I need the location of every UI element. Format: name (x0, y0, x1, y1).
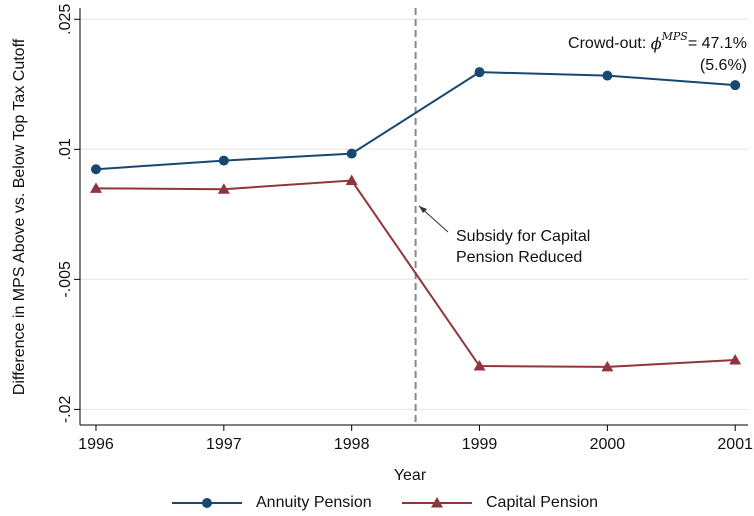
y-tick-label: -.02 (57, 396, 74, 424)
marker (202, 498, 212, 508)
y-axis-title: Difference in MPS Above vs. Below Top Ta… (11, 38, 28, 395)
x-axis-title: Year (394, 467, 427, 484)
legend-item: Annuity Pension (172, 494, 372, 511)
legend-label: Annuity Pension (256, 494, 372, 511)
x-tick-label: 2000 (590, 436, 626, 453)
y-tick-label: .025 (57, 4, 74, 35)
x-tick-label: 1996 (78, 436, 114, 453)
marker (90, 164, 101, 175)
marker (218, 155, 229, 166)
x-tick-label: 1999 (462, 436, 498, 453)
annotation-arrowhead (419, 206, 427, 213)
annotation: Pension Reduced (456, 249, 582, 266)
x-tick-label: 1998 (334, 436, 370, 453)
marker (729, 353, 742, 365)
marker (474, 67, 485, 78)
y-tick-label: .01 (57, 138, 74, 160)
crowd-out-se: (5.6%) (700, 57, 747, 74)
y-tick-label: -.005 (57, 261, 74, 298)
crowd-out-prefix: Crowd-out: (568, 35, 651, 52)
crowd-out-estimate: = 47.1% (688, 35, 747, 52)
marker (217, 183, 230, 194)
annotation: Subsidy for Capital (456, 228, 590, 245)
crowd-out-superscript: MPS (661, 30, 689, 43)
marker (431, 497, 443, 508)
marker (602, 70, 613, 81)
marker (89, 182, 102, 193)
marker (601, 360, 614, 372)
marker (473, 360, 486, 371)
series-line (95, 179, 736, 368)
series-line (95, 71, 736, 171)
x-tick-label: 1997 (206, 436, 242, 453)
x-tick-label: 2001 (717, 436, 753, 453)
legend-label: Capital Pension (486, 494, 598, 511)
legend-item: Capital Pension (402, 494, 598, 511)
crowd-out-label: Crowd-out: ϕMPS= 47.1% (568, 30, 747, 53)
marker (345, 174, 358, 186)
marker (346, 148, 357, 159)
crowd-out-symbol: ϕ (651, 34, 662, 53)
marker (730, 80, 741, 91)
